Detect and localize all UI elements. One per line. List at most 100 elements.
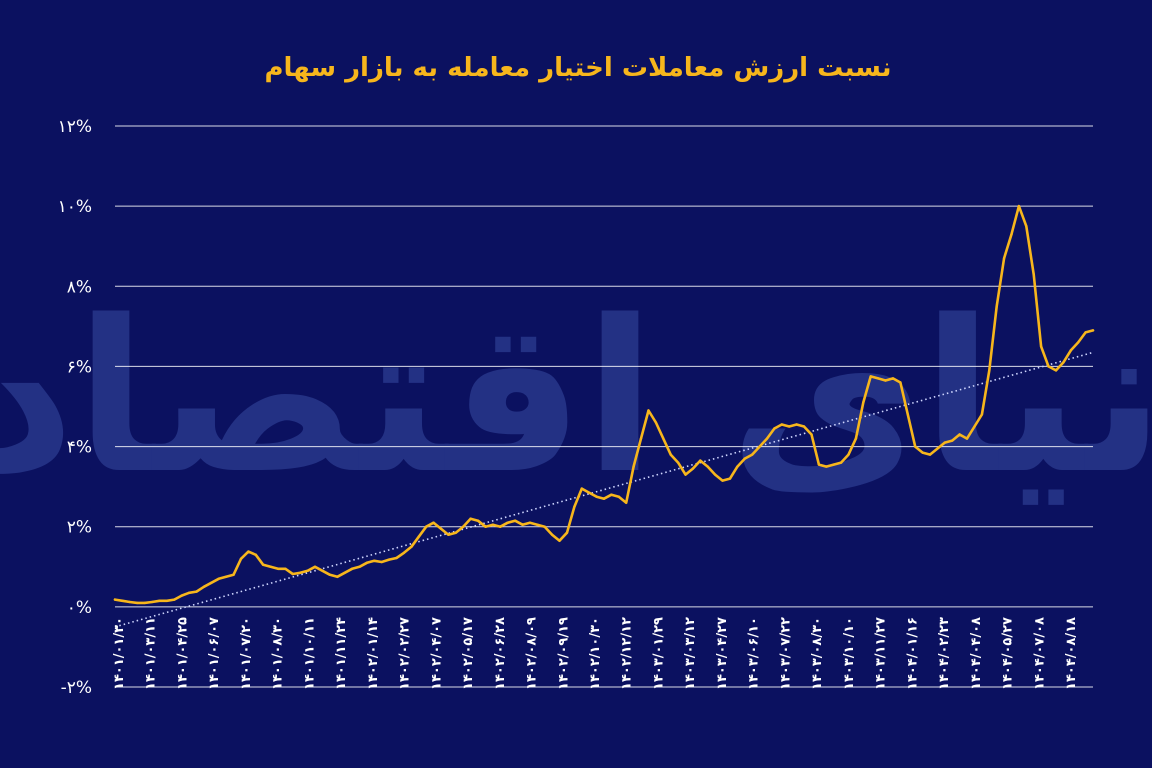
data-point bbox=[632, 465, 635, 468]
data-point bbox=[365, 561, 369, 564]
data-point bbox=[610, 493, 613, 496]
data-point bbox=[869, 375, 872, 378]
data-point bbox=[921, 451, 924, 454]
data-point bbox=[1039, 345, 1043, 348]
data-point bbox=[728, 477, 732, 480]
data-point bbox=[447, 533, 450, 536]
data-point bbox=[951, 439, 954, 442]
trend-line-group bbox=[114, 351, 1094, 628]
data-point bbox=[299, 571, 302, 574]
data-point bbox=[521, 523, 524, 526]
x-tick-label: ۱۴۰۱/۱۱/۲۴ bbox=[334, 617, 349, 690]
y-tick-label: ۴% bbox=[67, 438, 92, 458]
data-point bbox=[973, 425, 976, 428]
grid bbox=[115, 125, 1093, 688]
trend-line bbox=[114, 351, 1094, 628]
x-tick-label: ۱۴۰۲/۰۱/۱۴ bbox=[366, 617, 381, 690]
data-point bbox=[751, 453, 754, 456]
x-tick-label: ۱۴۰۳/۰۱/۲۹ bbox=[651, 617, 666, 690]
data-point bbox=[847, 453, 850, 456]
y-tick-label: ۱۲% bbox=[58, 117, 92, 137]
data-point bbox=[550, 533, 554, 536]
data-point bbox=[758, 445, 761, 448]
data-point bbox=[765, 437, 769, 440]
data-point bbox=[1047, 365, 1050, 368]
data-point bbox=[1025, 225, 1028, 228]
data-point bbox=[662, 437, 665, 440]
y-tick-label: ۸% bbox=[67, 277, 92, 297]
x-tick-label: ۱۴۰۲/۰۸/۰۹ bbox=[525, 617, 540, 690]
data-point bbox=[410, 545, 413, 548]
data-point bbox=[1062, 361, 1065, 364]
data-point bbox=[914, 445, 917, 448]
watermark-text: دنیای اقتصاد bbox=[0, 275, 1152, 520]
data-point bbox=[899, 381, 902, 384]
data-point bbox=[588, 491, 591, 494]
data-point bbox=[795, 423, 798, 426]
x-tick-label: ۱۴۰۲/۱۲/۱۲ bbox=[620, 617, 635, 690]
data-point bbox=[247, 550, 250, 553]
data-point bbox=[313, 565, 317, 568]
data-point bbox=[891, 377, 895, 380]
data-point bbox=[980, 413, 984, 416]
data-point bbox=[484, 525, 487, 528]
data-point bbox=[187, 591, 191, 594]
data-point bbox=[469, 517, 472, 520]
data-point bbox=[580, 487, 583, 490]
x-tick-label: ۱۴۰۱/۰۷/۲۰ bbox=[239, 617, 254, 690]
x-tick-label: ۱۴۰۲/۰۶/۲۸ bbox=[493, 617, 508, 690]
x-tick-label: ۱۴۰۴/۰۷/۰۸ bbox=[1032, 617, 1047, 690]
data-point bbox=[595, 495, 598, 498]
x-tick-label: ۱۴۰۱/۰۶/۰۷ bbox=[207, 617, 222, 690]
data-point bbox=[269, 565, 272, 568]
data-point bbox=[573, 505, 576, 508]
data-point bbox=[839, 461, 843, 464]
data-point bbox=[884, 379, 887, 382]
data-point bbox=[291, 572, 294, 576]
data-point bbox=[180, 594, 183, 597]
data-point bbox=[721, 479, 724, 482]
data-point bbox=[195, 590, 198, 593]
x-tick-label: ۱۴۰۳/۱۰/۱۰ bbox=[842, 617, 857, 690]
x-tick-label: ۱۴۰۴/۰۴/۰۸ bbox=[969, 617, 984, 690]
data-point bbox=[780, 423, 783, 426]
data-point bbox=[706, 465, 709, 468]
data-point bbox=[906, 413, 909, 416]
data-point bbox=[676, 461, 680, 464]
x-tick-label: ۱۴۰۴/۰۸/۱۸ bbox=[1064, 617, 1079, 690]
data-point bbox=[558, 539, 561, 542]
chart-title: نسبت ارزش معاملات اختیار معامله به بازار… bbox=[264, 53, 891, 83]
data-point bbox=[528, 521, 532, 524]
data-point bbox=[395, 556, 398, 560]
data-point bbox=[854, 437, 858, 440]
data-point bbox=[1069, 349, 1073, 352]
data-point bbox=[773, 427, 776, 430]
data-point bbox=[373, 559, 376, 562]
data-point bbox=[1010, 233, 1013, 236]
data-point bbox=[1091, 329, 1095, 332]
data-point bbox=[454, 531, 457, 534]
watermark: دنیای اقتصاد bbox=[0, 275, 1152, 520]
x-tick-label: ۱۴۰۱/۰۸/۳۰ bbox=[271, 617, 286, 690]
data-point bbox=[439, 527, 443, 530]
data-point bbox=[1084, 331, 1087, 334]
data-point bbox=[602, 497, 606, 500]
data-point bbox=[617, 495, 620, 498]
data-point bbox=[491, 523, 495, 526]
data-point bbox=[425, 525, 428, 528]
data-point bbox=[387, 558, 391, 561]
data-point bbox=[432, 521, 435, 524]
data-point bbox=[476, 519, 480, 522]
data-point bbox=[462, 525, 465, 528]
data-point bbox=[639, 437, 643, 440]
data-point bbox=[506, 521, 509, 524]
data-point bbox=[402, 551, 406, 554]
data-point bbox=[1032, 273, 1035, 276]
data-point bbox=[217, 577, 220, 580]
data-point bbox=[150, 600, 154, 604]
data-point bbox=[143, 601, 146, 605]
x-tick-label: ۱۴۰۳/۱۱/۲۷ bbox=[874, 617, 889, 690]
data-point bbox=[625, 501, 628, 504]
data-point bbox=[173, 598, 176, 601]
data-point bbox=[262, 563, 265, 566]
